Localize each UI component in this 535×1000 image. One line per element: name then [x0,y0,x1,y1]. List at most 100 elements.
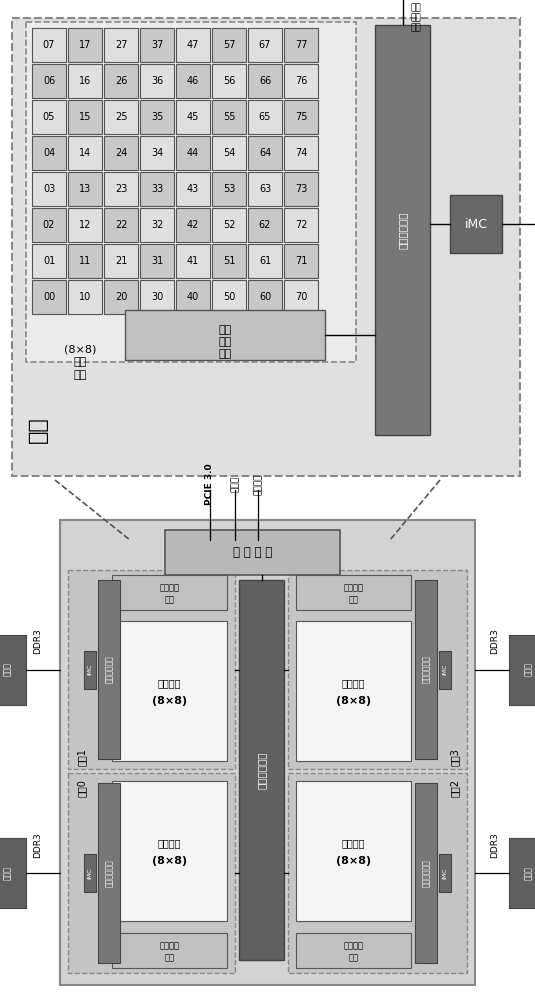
Text: 74: 74 [295,148,307,158]
Bar [112,575,227,610]
Text: 20: 20 [115,292,127,302]
Bar [68,570,235,769]
Text: 12: 12 [79,220,91,230]
Text: 77: 77 [295,40,307,50]
Text: 运算: 运算 [218,325,232,335]
Bar [439,854,451,892]
Bar [32,28,66,62]
Text: PCIE 3.0: PCIE 3.0 [205,463,215,505]
Bar [284,100,318,134]
Text: 核心阵列: 核心阵列 [342,678,365,688]
Bar [84,650,96,688]
Text: 50: 50 [223,292,235,302]
Text: 核组3: 核组3 [450,748,460,766]
Bar [104,136,138,170]
Text: 15: 15 [79,112,91,122]
Bar [296,575,411,610]
Text: 36: 36 [151,76,163,86]
Text: 03: 03 [43,184,55,194]
Text: 22: 22 [114,220,127,230]
Bar [84,854,96,892]
Text: 04: 04 [43,148,55,158]
Bar [176,280,210,314]
Bar [32,100,66,134]
Bar [212,208,246,242]
Text: 40: 40 [187,292,199,302]
Bar [212,28,246,62]
Text: 运算控制: 运算控制 [159,583,180,592]
Text: 47: 47 [187,40,199,50]
Bar [104,208,138,242]
Bar [248,280,282,314]
Bar [165,530,340,575]
Bar [125,310,325,360]
Text: 31: 31 [151,256,163,266]
Text: iMC: iMC [88,664,93,675]
Bar [212,172,246,206]
Text: iMC: iMC [464,218,487,231]
Text: 05: 05 [43,112,55,122]
Text: 存储器: 存储器 [3,663,11,676]
Bar [509,635,535,704]
Text: 核组1: 核组1 [77,748,87,766]
Bar [140,136,174,170]
Bar [68,172,102,206]
Text: 44: 44 [187,148,199,158]
Bar [12,18,520,476]
Bar [140,64,174,98]
Bar [176,172,210,206]
Bar [176,244,210,278]
Text: 60: 60 [259,292,271,302]
Bar [104,280,138,314]
Text: 存储器: 存储器 [524,866,532,880]
Text: 核心: 核心 [164,595,174,604]
Bar [98,580,120,759]
Text: 13: 13 [79,184,91,194]
Text: 核心阵列: 核心阵列 [158,678,181,688]
Text: 02: 02 [43,220,55,230]
Bar [68,100,102,134]
Bar [212,244,246,278]
Bar [248,64,282,98]
Text: 运算控制: 运算控制 [343,583,363,592]
Text: 42: 42 [187,220,199,230]
Text: 71: 71 [295,256,307,266]
Bar [32,208,66,242]
Text: (8×8): (8×8) [336,856,371,866]
Text: 32: 32 [151,220,163,230]
Text: DDR3: DDR3 [491,629,500,654]
Bar [239,580,284,960]
Bar [284,280,318,314]
Bar [248,136,282,170]
Bar [212,64,246,98]
Bar [212,100,246,134]
Text: 43: 43 [187,184,199,194]
Bar [140,28,174,62]
Bar [32,244,66,278]
Text: iMC: iMC [442,664,447,675]
Bar [104,64,138,98]
Text: 45: 45 [187,112,199,122]
Text: 核心: 核心 [73,357,87,367]
Text: 26: 26 [115,76,127,86]
Text: 14: 14 [79,148,91,158]
Text: 控制: 控制 [218,337,232,347]
Bar [284,208,318,242]
Text: 62: 62 [259,220,271,230]
Text: 63: 63 [259,184,271,194]
Bar [176,136,210,170]
Text: 70: 70 [295,292,307,302]
Text: 41: 41 [187,256,199,266]
Bar [0,635,26,704]
Text: 接口: 接口 [410,23,421,32]
Bar [248,100,282,134]
Text: 25: 25 [114,112,127,122]
Text: 存储器: 存储器 [524,663,532,676]
Text: DDR3: DDR3 [34,832,42,858]
Text: 00: 00 [43,292,55,302]
Text: 61: 61 [259,256,271,266]
Bar [68,208,102,242]
Bar [176,208,210,242]
Text: 27: 27 [114,40,127,50]
Bar [288,773,467,973]
